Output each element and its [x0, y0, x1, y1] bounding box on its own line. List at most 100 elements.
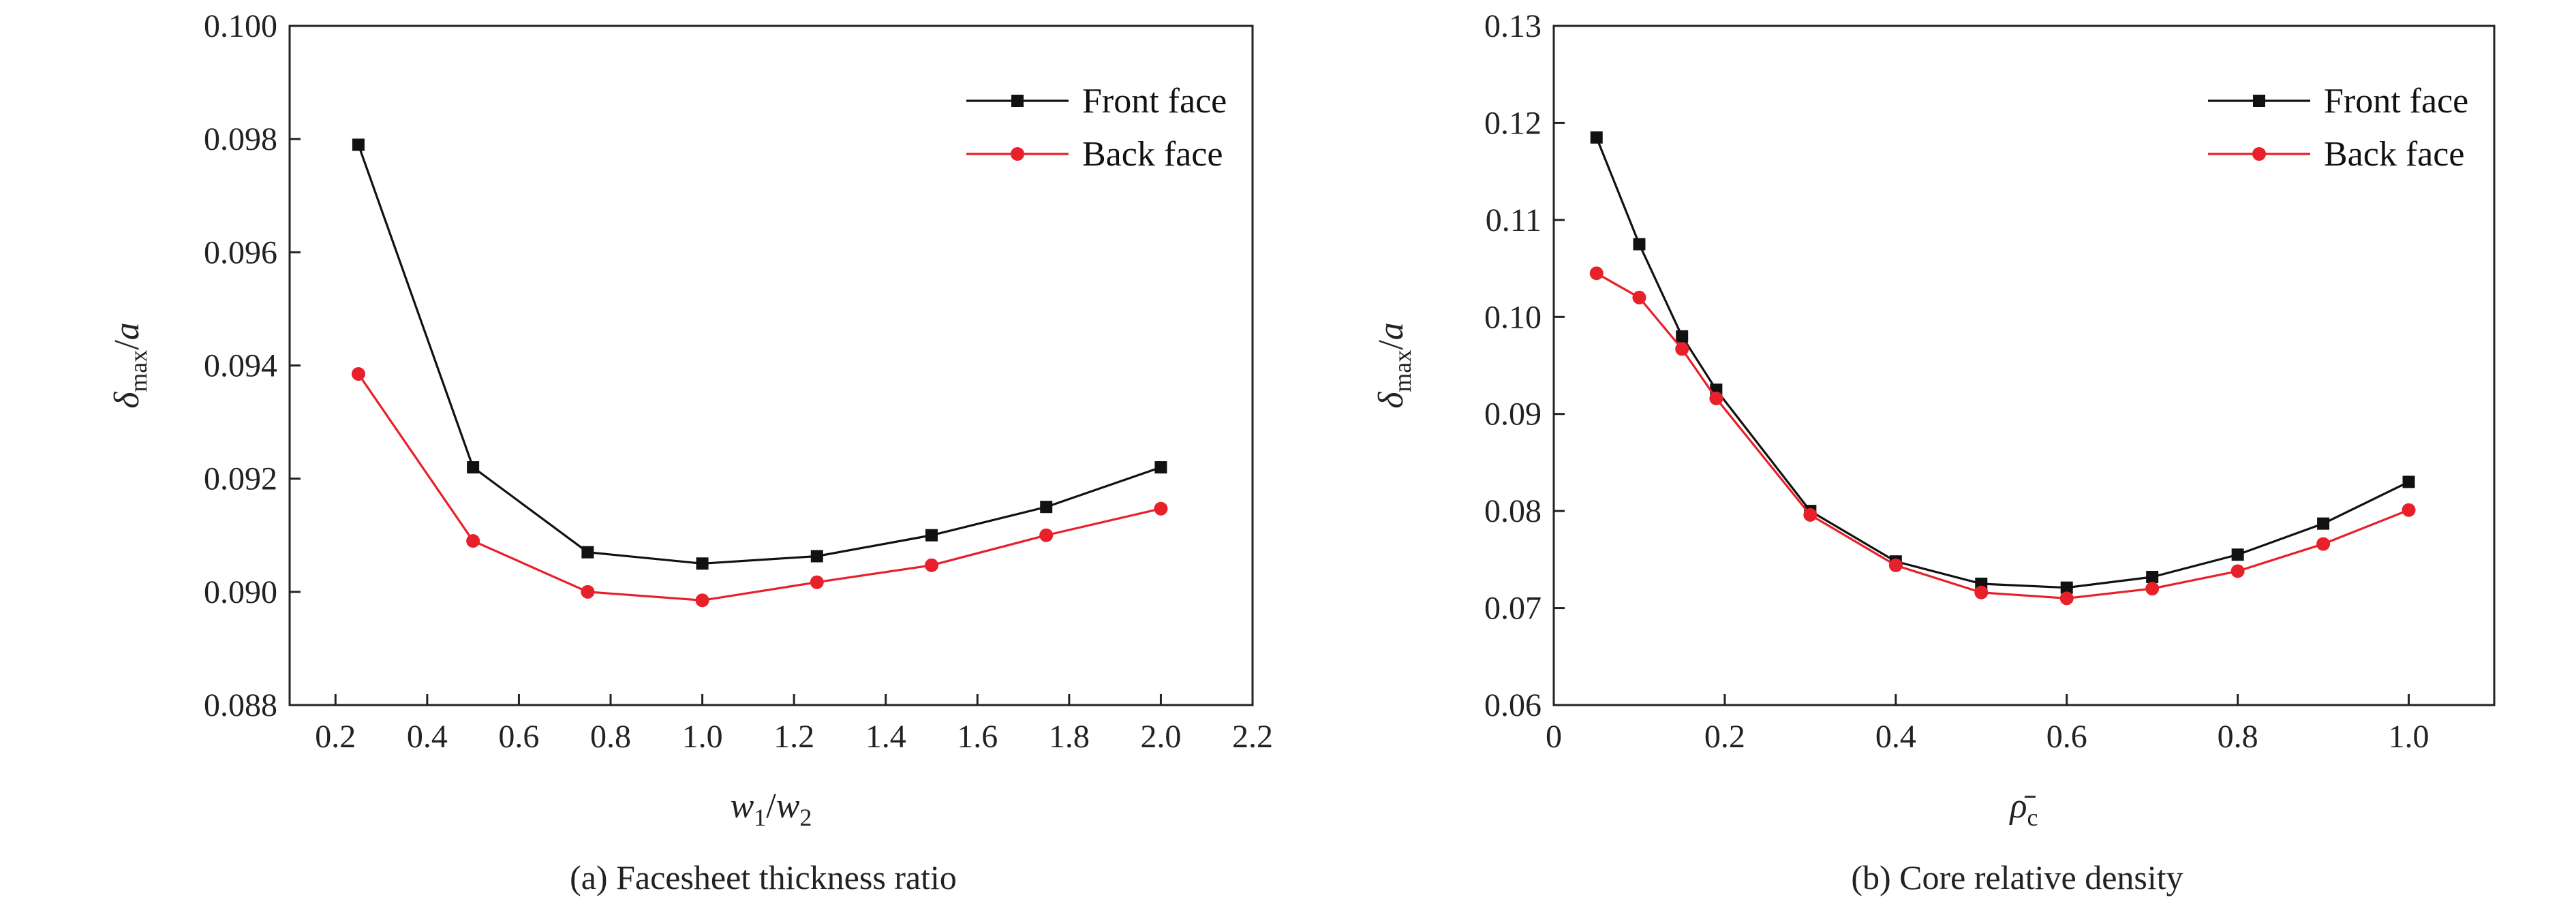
- data-point-back-face: [1675, 342, 1689, 356]
- x-label-slash: /: [766, 787, 776, 826]
- data-point-back-face: [1154, 501, 1168, 516]
- data-point-back-face: [1632, 290, 1646, 304]
- data-point-front-face: [2060, 581, 2073, 594]
- legend-label-front-face: Front face: [1082, 82, 1227, 121]
- x-tick-label: 0.6: [498, 719, 539, 755]
- legend-label-back-face: Back face: [2324, 135, 2464, 174]
- plot-frame: [1552, 25, 2496, 706]
- y-axis-label: δmax/a: [1372, 322, 1416, 409]
- y-tick-label: 0.08: [1484, 493, 1542, 529]
- data-point-back-face: [1709, 391, 1723, 405]
- data-point-front-face: [2402, 475, 2415, 488]
- data-point-back-face: [1974, 585, 1989, 599]
- y-tick-label: 0.12: [1484, 105, 1542, 141]
- data-point-back-face: [2059, 591, 2074, 606]
- legend-marker-back-face: [1011, 147, 1024, 161]
- data-point-back-face: [351, 366, 365, 381]
- series-line-front-face: [1595, 137, 2410, 589]
- y-tick-label: 0.098: [204, 121, 277, 157]
- data-point-back-face: [1589, 266, 1604, 281]
- legend-label-front-face: Front face: [2324, 82, 2468, 121]
- x-tick-label: 1.4: [865, 719, 906, 755]
- data-point-back-face: [2402, 503, 2416, 517]
- data-point-front-face: [696, 557, 709, 570]
- y-tick-label: 0.13: [1484, 8, 1542, 44]
- data-point-back-face: [2316, 537, 2331, 551]
- data-point-front-face: [810, 550, 823, 563]
- x-tick-label: 0: [1546, 719, 1562, 755]
- x-tick-label: 0.4: [407, 719, 448, 755]
- data-point-back-face: [1803, 507, 1818, 522]
- x-tick-label: 0.8: [2218, 719, 2258, 755]
- series-line-front-face: [357, 144, 1161, 565]
- data-point-front-face: [581, 546, 594, 559]
- x-tick-label: 0.2: [315, 719, 356, 755]
- chart-panel-b: 0 0.2 0.4 0.6 0.8 1.0 0.06 0.07 0.08 0.09 0.10 0.11…: [1372, 8, 2496, 896]
- x-tick-label: 1.2: [773, 719, 814, 755]
- data-point-back-face: [810, 575, 824, 589]
- x-tick-label: 2.0: [1140, 719, 1181, 755]
- x-tick-label: 1.0: [2389, 719, 2429, 755]
- x-axis-label: ρ̄c: [2009, 787, 2038, 831]
- y-tick-label: 0.10: [1484, 299, 1542, 335]
- data-point-back-face: [925, 558, 938, 572]
- x-label-variable-2: w: [776, 787, 800, 826]
- y-label-slash: /: [1372, 340, 1411, 350]
- x-tick-label: 1.8: [1049, 719, 1090, 755]
- data-point-front-face: [352, 138, 365, 151]
- data-point-front-face: [2146, 570, 2159, 583]
- data-point-back-face: [1039, 528, 1054, 542]
- y-tick-label: 0.06: [1484, 687, 1542, 723]
- legend-marker-back-face: [2252, 147, 2266, 161]
- y-label-subscript: max: [1389, 350, 1416, 392]
- chart-panel-a: 0.2 0.4 0.6 0.8 1.0 1.2 1.4 1.6 1.8 2.0 2.2 0.088 0.…: [108, 8, 1273, 896]
- data-point-front-face: [1590, 131, 1603, 144]
- panel-caption: (b) Core relative density: [1851, 858, 2183, 896]
- y-tick-label: 0.096: [204, 234, 277, 270]
- x-label-subscript: 1: [754, 804, 766, 831]
- y-label-slash: /: [108, 340, 147, 350]
- y-tick-label: 0.07: [1484, 591, 1542, 627]
- legend-label-back-face: Back face: [1082, 135, 1223, 174]
- x-tick-label: 0.6: [2046, 719, 2087, 755]
- panel-caption: (a) Facesheet thickness ratio: [570, 858, 957, 896]
- data-point-front-face: [2317, 517, 2330, 530]
- x-tick-label: 1.0: [682, 719, 723, 755]
- legend-marker-front-face: [1011, 95, 1024, 107]
- x-label-variable: w: [731, 787, 754, 826]
- data-point-front-face: [1633, 238, 1646, 251]
- y-label-symbol: δ: [1372, 392, 1411, 409]
- data-point-front-face: [2231, 548, 2244, 561]
- y-label-variable: a: [1372, 322, 1411, 340]
- data-point-front-face: [925, 529, 938, 542]
- data-point-back-face: [2145, 582, 2160, 596]
- y-axis-label: δmax/a: [108, 322, 152, 409]
- y-tick-label: 0.100: [204, 8, 277, 44]
- y-tick-label: 0.09: [1484, 396, 1542, 433]
- x-tick-label: 0.2: [1704, 719, 1745, 755]
- y-label-symbol: δ: [108, 392, 147, 409]
- x-tick-label: 0.8: [590, 719, 631, 755]
- y-label-variable: a: [108, 322, 147, 340]
- x-tick-label: 0.4: [1875, 719, 1916, 755]
- plot-frame: [288, 25, 1254, 706]
- y-label-subscript: max: [125, 350, 152, 392]
- x-tick-label: 2.2: [1232, 719, 1273, 755]
- legend-marker-front-face: [2253, 95, 2265, 107]
- data-point-front-face: [1040, 501, 1053, 514]
- data-point-back-face: [695, 593, 709, 608]
- x-axis-label: w1/w2: [731, 787, 812, 831]
- y-tick-label: 0.094: [204, 348, 277, 384]
- data-point-back-face: [2230, 564, 2245, 578]
- series-line-back-face: [1595, 272, 2410, 599]
- x-label-subscript: c: [2027, 804, 2038, 831]
- y-tick-label: 0.11: [1486, 202, 1542, 238]
- y-tick-label: 0.088: [204, 687, 277, 723]
- series-line-back-face: [357, 373, 1161, 602]
- data-point-front-face: [1154, 461, 1167, 474]
- y-tick-label: 0.090: [204, 574, 277, 610]
- data-point-back-face: [466, 534, 480, 548]
- x-label-subscript-2: 2: [799, 804, 812, 831]
- x-tick-label: 1.6: [957, 719, 998, 755]
